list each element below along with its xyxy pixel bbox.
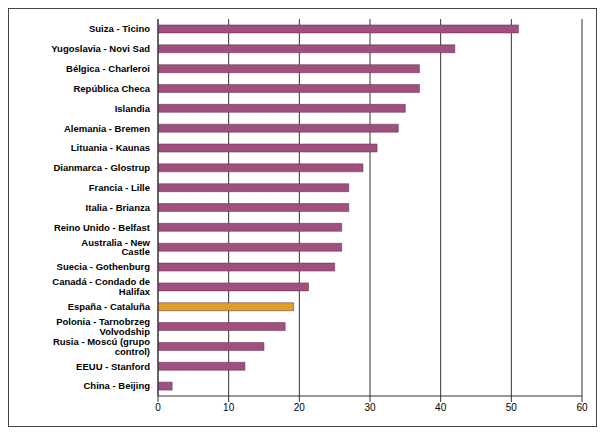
svg-text:60: 60 <box>576 402 588 413</box>
svg-text:EEUU - Stanford: EEUU - Stanford <box>76 361 150 372</box>
svg-text:Suiza - Ticino: Suiza - Ticino <box>89 23 150 34</box>
svg-text:Yugoslavia - Novi Sad: Yugoslavia - Novi Sad <box>51 43 150 54</box>
svg-text:Australia - NewCastle: Australia - NewCastle <box>81 237 150 258</box>
svg-text:Polonia - TarnobrzegVolvodship: Polonia - TarnobrzegVolvodship <box>56 316 150 337</box>
svg-text:Alemania - Bremen: Alemania - Bremen <box>64 123 150 134</box>
svg-text:Canadá - Condado deHalifax: Canadá - Condado deHalifax <box>52 276 150 297</box>
svg-text:España - Cataluña: España - Cataluña <box>68 301 151 312</box>
svg-text:30: 30 <box>364 402 376 413</box>
svg-text:0: 0 <box>155 402 161 413</box>
svg-text:Suecia - Gothenburg: Suecia - Gothenburg <box>57 261 151 272</box>
svg-text:Rusia - Moscú (grupocontrol): Rusia - Moscú (grupocontrol) <box>53 336 150 357</box>
svg-text:Reino Unido - Belfast: Reino Unido - Belfast <box>54 222 151 233</box>
svg-text:República Checa: República Checa <box>73 83 150 94</box>
svg-text:10: 10 <box>223 402 235 413</box>
svg-text:Lituania - Kaunas: Lituania - Kaunas <box>71 142 150 153</box>
svg-text:50: 50 <box>506 402 518 413</box>
svg-text:Bélgica - Charleroi: Bélgica - Charleroi <box>66 63 150 74</box>
svg-text:40: 40 <box>435 402 447 413</box>
svg-text:Italia - Brianza: Italia - Brianza <box>86 202 151 213</box>
svg-text:China - Beijing: China - Beijing <box>84 380 151 391</box>
svg-text:Islandia: Islandia <box>115 103 151 114</box>
svg-text:Francia - Lille: Francia - Lille <box>89 182 150 193</box>
svg-text:20: 20 <box>294 402 306 413</box>
svg-text:Dianmarca - Glostrup: Dianmarca - Glostrup <box>53 162 150 173</box>
